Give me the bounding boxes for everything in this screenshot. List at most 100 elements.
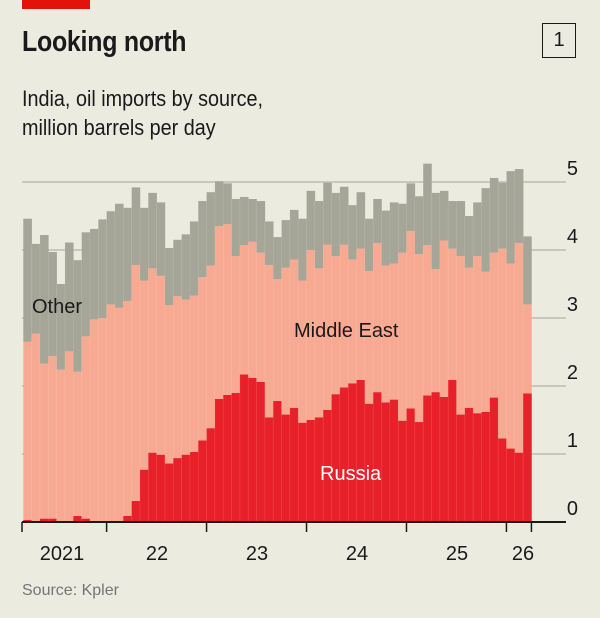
x-tick-label: 23	[246, 543, 268, 565]
bar-russia	[289, 407, 299, 522]
chart-subtitle: India, oil imports by source, million ba…	[22, 84, 263, 142]
bar-middle-east	[456, 256, 466, 415]
bar-middle-east	[31, 333, 41, 522]
bar-middle-east	[256, 252, 266, 382]
bar-russia	[431, 392, 441, 522]
bar-other	[506, 171, 516, 264]
bar-russia	[406, 408, 416, 522]
bar-russia	[73, 515, 82, 522]
bar-other	[89, 228, 99, 320]
bar-russia	[81, 518, 91, 522]
bar-russia	[456, 414, 466, 522]
bar-middle-east	[414, 254, 424, 423]
bar-russia	[398, 420, 407, 522]
bar-other	[156, 202, 166, 276]
bar-middle-east	[156, 275, 166, 455]
bar-middle-east	[39, 363, 49, 519]
bar-middle-east	[189, 295, 199, 452]
bar-russia	[173, 458, 182, 522]
series-label-russia: Russia	[320, 463, 382, 485]
bar-other	[264, 221, 274, 265]
bar-other	[39, 235, 49, 364]
bar-middle-east	[339, 244, 349, 388]
bar-middle-east	[431, 269, 441, 393]
bar-middle-east	[214, 226, 224, 399]
bar-middle-east	[73, 371, 82, 516]
bar-middle-east	[48, 356, 57, 519]
bar-middle-east	[289, 259, 299, 408]
chart-title: Looking north	[22, 26, 187, 58]
x-tick-label: 22	[146, 543, 168, 565]
bar-other	[48, 252, 57, 357]
bar-middle-east	[464, 267, 474, 408]
bar-russia	[448, 379, 457, 522]
bar-russia	[39, 518, 49, 522]
bar-russia	[281, 414, 291, 522]
bar-russia	[123, 515, 132, 522]
bar-russia	[223, 394, 232, 522]
bar-middle-east	[98, 318, 107, 522]
bar-russia	[139, 469, 149, 522]
bar-other	[298, 218, 307, 281]
bar-middle-east	[481, 271, 491, 412]
bar-middle-east	[231, 256, 241, 393]
subtitle-line-1: India, oil imports by source,	[22, 86, 264, 111]
bar-middle-east	[448, 248, 457, 380]
bar-other	[214, 181, 224, 227]
bar-russia	[464, 407, 474, 522]
y-tick-label: 0	[567, 498, 578, 520]
bar-middle-east	[439, 240, 449, 397]
bar-other	[64, 242, 74, 352]
bar-russia	[514, 452, 524, 522]
bar-middle-east	[273, 279, 282, 401]
bar-middle-east	[248, 241, 257, 378]
bar-middle-east	[314, 268, 324, 418]
bar-other	[148, 192, 157, 269]
bar-russia	[264, 417, 274, 522]
bar-other	[139, 207, 149, 281]
bar-russia	[323, 409, 332, 522]
bar-russia	[489, 397, 499, 522]
bar-middle-east	[364, 271, 374, 404]
bar-russia	[189, 451, 199, 522]
bar-other	[306, 190, 316, 250]
bar-middle-east	[298, 280, 307, 423]
bar-russia	[389, 399, 399, 522]
bar-middle-east	[498, 248, 507, 439]
bar-other	[414, 196, 424, 255]
bar-other	[281, 220, 291, 268]
bar-other	[431, 192, 441, 270]
bar-other	[314, 201, 324, 269]
bar-middle-east	[306, 250, 316, 420]
bar-middle-east	[506, 263, 516, 449]
x-axis: 2021 22 23 24 25 26	[21, 521, 566, 565]
bar-other	[514, 169, 524, 244]
bar-other	[114, 203, 124, 308]
y-tick-label: 3	[567, 294, 578, 316]
bar-other	[498, 182, 507, 249]
y-tick-label: 1	[567, 430, 578, 452]
x-tick-label: 25	[446, 543, 468, 565]
bar-other	[73, 260, 82, 372]
bar-other	[464, 216, 474, 268]
bar-middle-east	[281, 267, 291, 415]
bar-middle-east	[356, 248, 366, 380]
bar-russia	[248, 377, 257, 522]
bar-middle-east	[139, 280, 149, 470]
bar-middle-east	[348, 259, 357, 384]
bar-middle-east	[123, 301, 132, 516]
bar-russia	[214, 398, 224, 522]
bar-other	[356, 192, 366, 249]
x-tick-label: 2021	[40, 543, 85, 565]
bar-russia	[164, 463, 174, 522]
bar-middle-east	[523, 304, 532, 394]
bar-russia	[523, 393, 532, 522]
bar-middle-east	[373, 243, 382, 393]
bar-other	[123, 207, 132, 301]
bar-middle-east	[173, 296, 182, 459]
subtitle-line-2: million barrels per day	[22, 115, 216, 140]
bar-other	[23, 218, 32, 342]
bar-russia	[331, 394, 341, 522]
bar-middle-east	[423, 245, 432, 396]
